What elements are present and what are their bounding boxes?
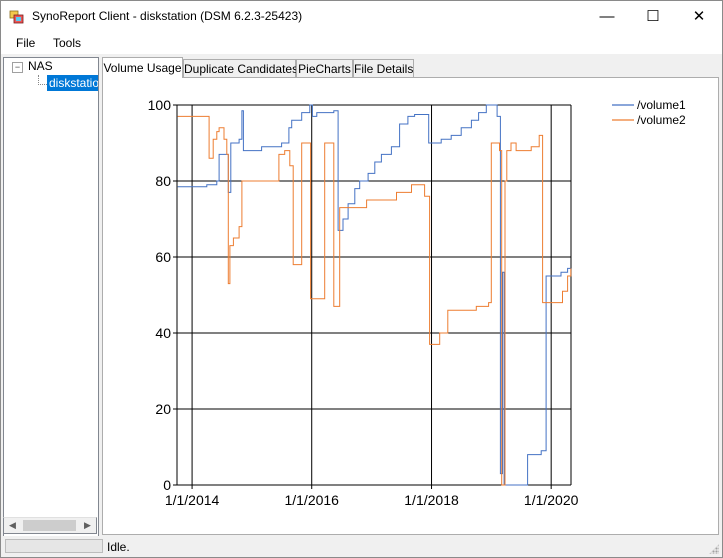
series-line-2 bbox=[177, 115, 572, 486]
status-bar: Idle. bbox=[1, 536, 722, 557]
volume-usage-panel: 0 20 40 60 80 100 1/1/2014 1/1/2016 1/1/2018 1/1/… bbox=[102, 77, 719, 535]
menu-bar: File Tools bbox=[1, 32, 722, 54]
status-progress-bar bbox=[5, 539, 103, 553]
x-tick-label-0: 1/1/2014 bbox=[165, 492, 220, 508]
collapse-icon[interactable]: − bbox=[12, 62, 23, 73]
close-button[interactable]: ✕ bbox=[676, 1, 722, 32]
tab-volume-usage[interactable]: Volume Usage bbox=[102, 57, 183, 78]
tab-file-details[interactable]: File Details bbox=[353, 59, 414, 77]
close-icon: ✕ bbox=[692, 8, 706, 25]
scroll-thumb[interactable] bbox=[23, 520, 76, 531]
tab-duplicate-candidates[interactable]: Duplicate Candidates bbox=[183, 59, 298, 77]
resize-grip-icon[interactable] bbox=[709, 544, 719, 554]
legend-label-1: /volume1 bbox=[637, 98, 686, 112]
minimize-icon: — bbox=[599, 8, 615, 25]
tree-node-nas[interactable]: NAS bbox=[28, 59, 53, 73]
legend-label-2: /volume2 bbox=[637, 113, 686, 127]
y-tick-label-0: 0 bbox=[163, 477, 171, 493]
x-tick-label-1: 1/1/2016 bbox=[284, 492, 339, 508]
minimize-button[interactable]: — bbox=[584, 1, 630, 32]
maximize-button[interactable]: ☐ bbox=[630, 1, 676, 32]
scroll-right-icon[interactable]: ▶ bbox=[84, 520, 91, 530]
menu-tools[interactable]: Tools bbox=[53, 36, 82, 50]
x-tick-label-3: 1/1/2020 bbox=[524, 492, 579, 508]
tree-node-diskstation[interactable]: diskstation bbox=[47, 75, 98, 91]
y-tick-label-4: 80 bbox=[155, 173, 171, 189]
x-tick-label-2: 1/1/2018 bbox=[404, 492, 459, 508]
app-icon bbox=[9, 9, 25, 25]
tree-horizontal-scrollbar[interactable]: ◀ ▶ bbox=[3, 517, 97, 534]
y-tick-label-1: 20 bbox=[155, 401, 171, 417]
y-tick-label-5: 100 bbox=[148, 97, 172, 113]
series-line-1 bbox=[177, 104, 571, 486]
maximize-icon: ☐ bbox=[646, 8, 660, 25]
volume-usage-chart: 0 20 40 60 80 100 1/1/2014 1/1/2016 1/1/2018 1/1/… bbox=[148, 97, 686, 508]
scroll-left-icon[interactable]: ◀ bbox=[9, 520, 16, 530]
y-tick-label-2: 40 bbox=[155, 325, 171, 341]
tab-piecharts[interactable]: PieCharts bbox=[296, 59, 353, 77]
y-tick-label-3: 60 bbox=[155, 249, 171, 265]
title-bar[interactable]: SynoReport Client - diskstation (DSM 6.2… bbox=[1, 1, 722, 32]
status-text: Idle. bbox=[107, 540, 130, 554]
window-title: SynoReport Client - diskstation (DSM 6.2… bbox=[32, 9, 303, 23]
tree-connector bbox=[38, 75, 47, 85]
nas-tree-view[interactable]: − NAS diskstation bbox=[3, 57, 99, 537]
menu-file[interactable]: File bbox=[16, 36, 36, 50]
